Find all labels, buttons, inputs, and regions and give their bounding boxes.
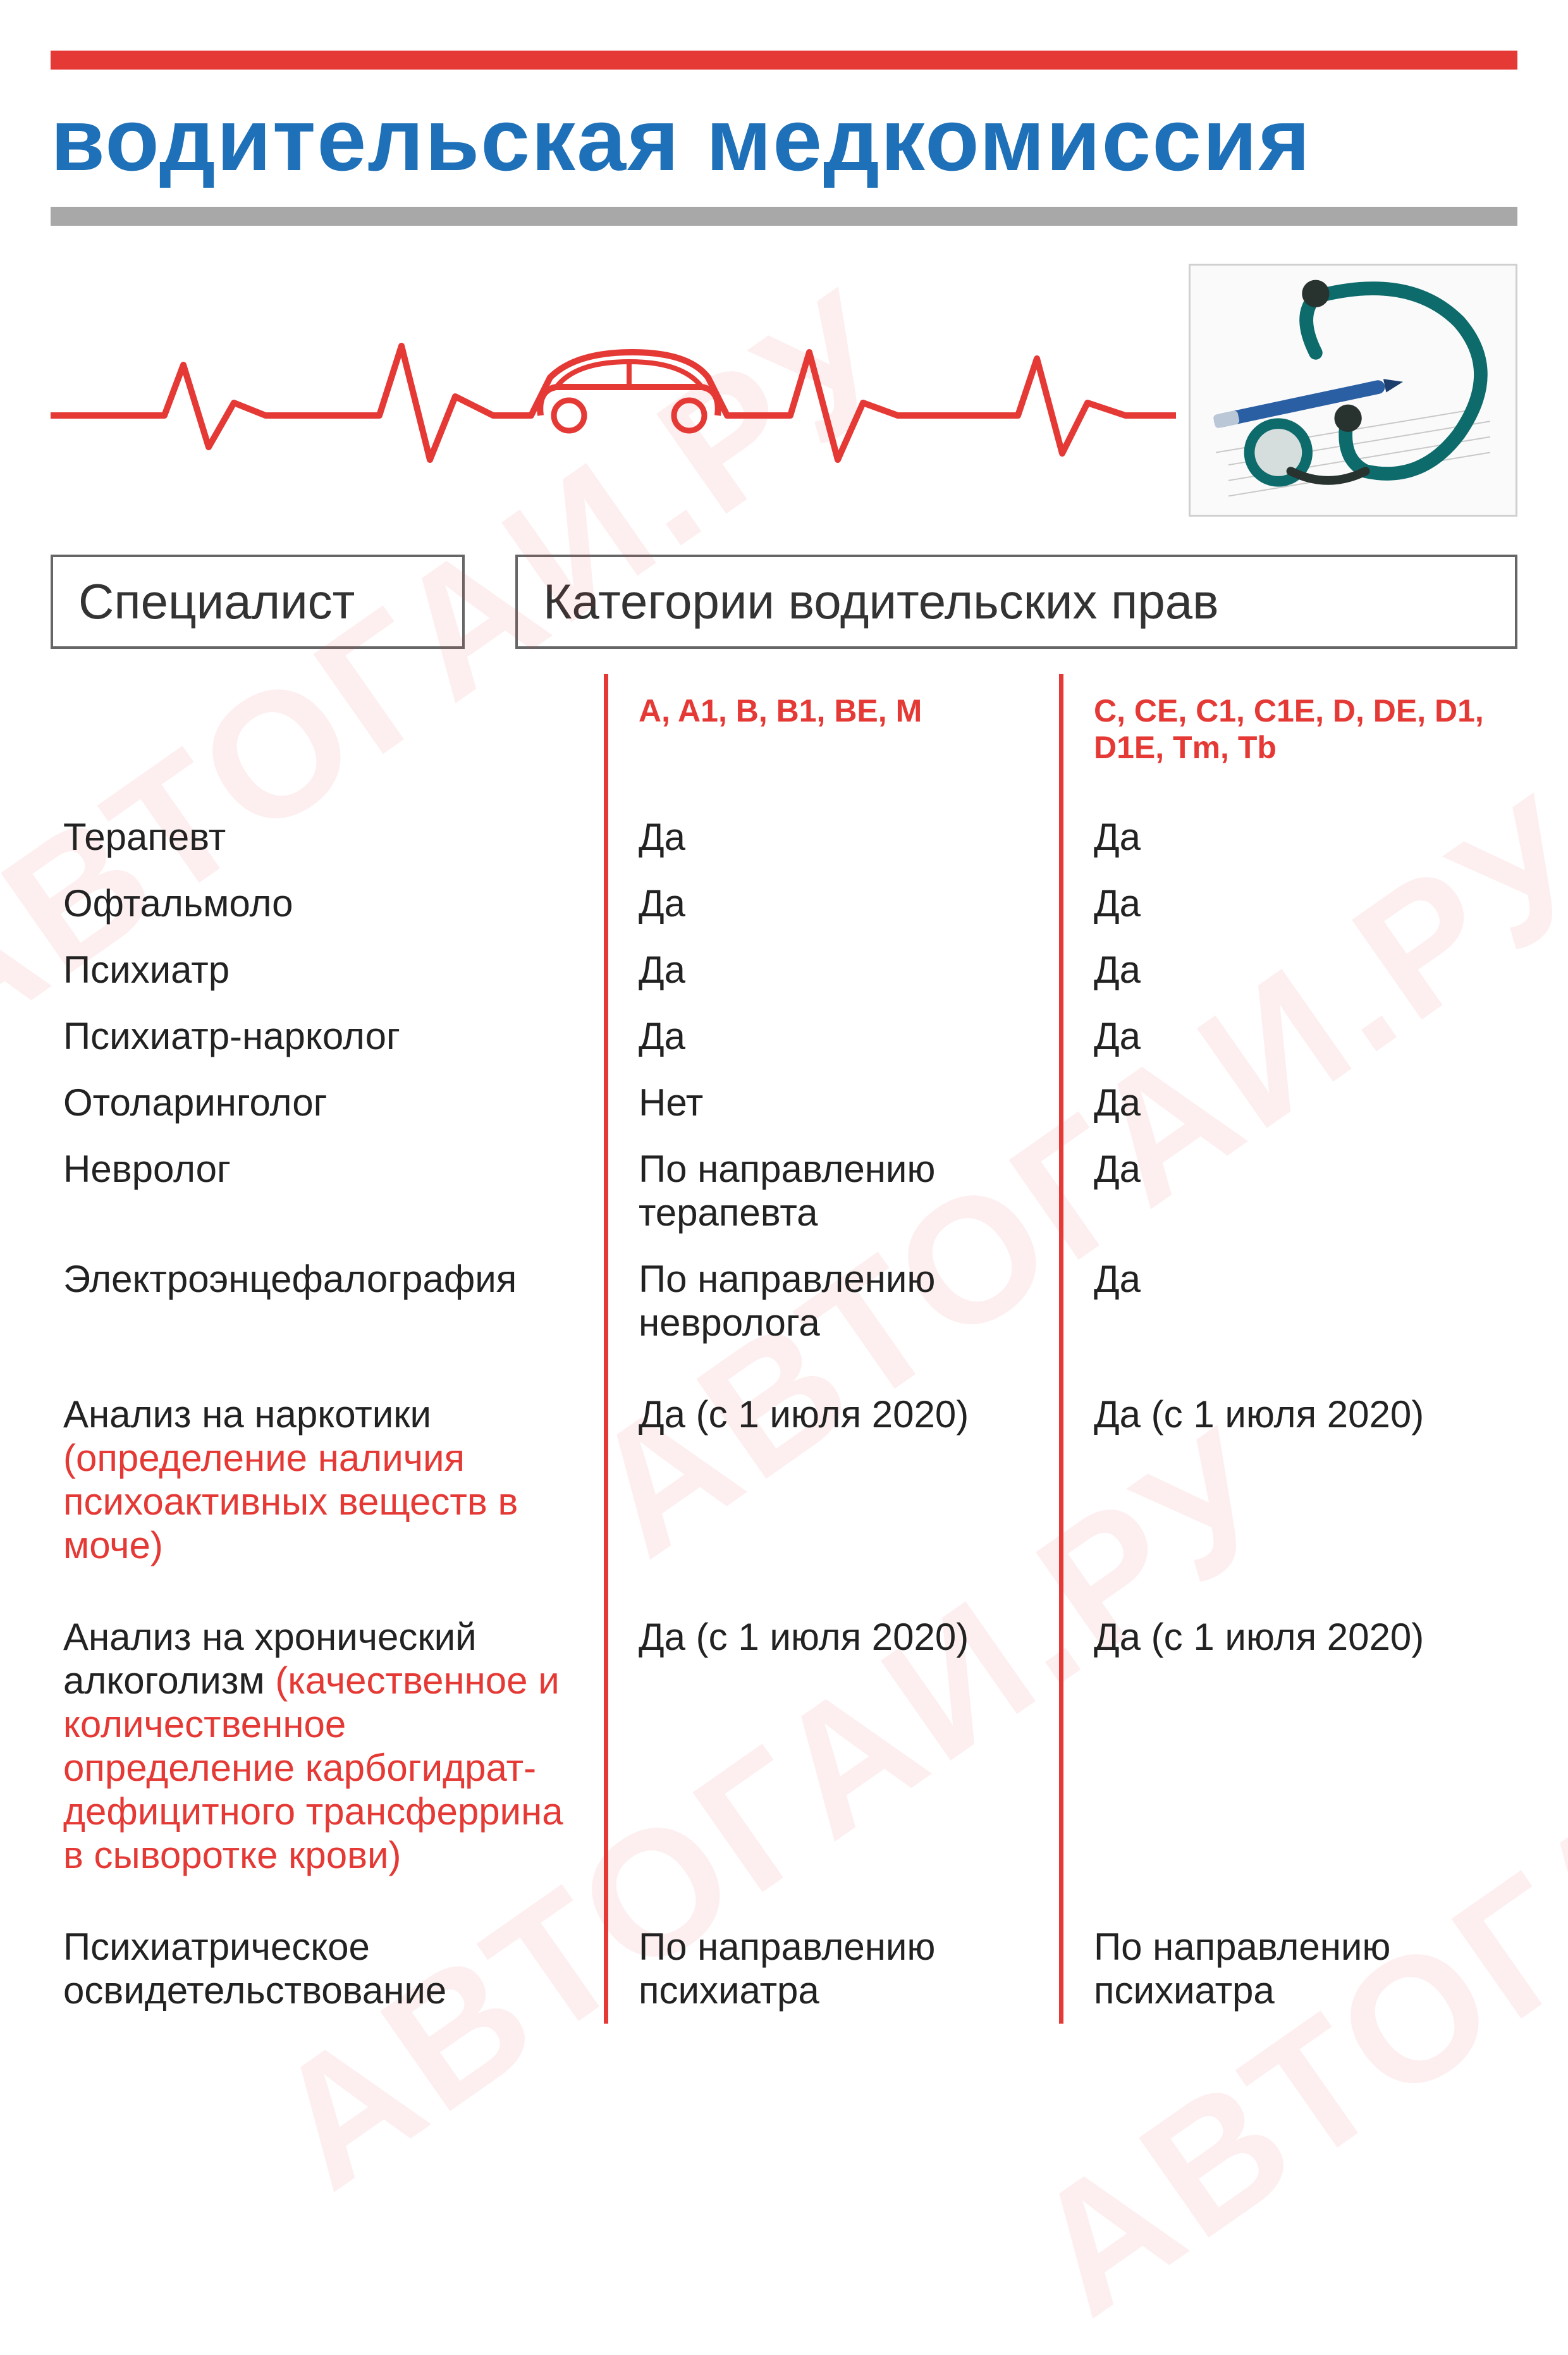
row-spacer (51, 1888, 607, 1914)
category-a-cell: Да (607, 937, 1062, 1003)
row-spacer (607, 1578, 1062, 1604)
row-spacer (1062, 1578, 1517, 1604)
heartbeat-car-icon (51, 289, 1176, 491)
vertical-divider-2 (1059, 674, 1063, 2024)
specialist-cell: Офтальмоло (51, 870, 607, 937)
category-a-cell: Да (607, 804, 1062, 870)
specialist-cell: Отоларинголог (51, 1069, 607, 1136)
specialist-name: Психиатр (63, 949, 230, 991)
category-a-header: A, A1, B, B1, BE, M (607, 693, 1062, 804)
category-c-cell: Да (1062, 1003, 1517, 1069)
vertical-divider-1 (604, 674, 608, 2024)
category-a-cell: Да (607, 870, 1062, 937)
category-c-cell: Да (1062, 937, 1517, 1003)
category-a-cell: Да (с 1 июля 2020) (607, 1604, 1062, 1888)
category-c-cell: Да (1062, 1136, 1517, 1246)
grey-divider (51, 207, 1517, 226)
page-title: водительская медкомиссия (51, 89, 1517, 191)
specialist-cell: Психиатр (51, 937, 607, 1003)
specialist-name: Электроэнцефалография (63, 1258, 517, 1300)
category-a-cell: По направлению психиатра (607, 1914, 1062, 2024)
specialist-name: Отоларинголог (63, 1081, 327, 1124)
row-spacer (607, 1888, 1062, 1914)
specialist-cell: Невролог (51, 1136, 607, 1246)
row-spacer (607, 1356, 1062, 1381)
illustration-row (51, 251, 1517, 517)
empty-header-cell (51, 693, 607, 804)
specialist-subtext: (определение наличия психоактивных вещес… (63, 1437, 518, 1566)
row-spacer (51, 1578, 607, 1604)
specialist-cell: Анализ на наркотики (определение наличия… (51, 1381, 607, 1578)
category-c-cell: Да (1062, 1246, 1517, 1356)
specialist-name: Офтальмоло (63, 882, 293, 925)
specialist-cell: Анализ на хронический алкоголизм (качест… (51, 1604, 607, 1888)
category-c-cell: Да (1062, 804, 1517, 870)
specialist-name: Психиатрическое освидетельствование (63, 1926, 446, 2012)
category-a-cell: По направлению невролога (607, 1246, 1062, 1356)
specialist-name: Психиатр-нарколог (63, 1015, 400, 1057)
row-spacer (1062, 1888, 1517, 1914)
category-c-header: C, CE, C1, C1E, D, DE, D1, D1E, Tm, Tb (1062, 693, 1517, 804)
header-specialist: Специалист (51, 555, 465, 649)
specialist-cell: Психиатр-нарколог (51, 1003, 607, 1069)
category-c-cell: Да (с 1 июля 2020) (1062, 1381, 1517, 1578)
row-spacer (1062, 1356, 1517, 1381)
category-a-cell: По направлению терапевта (607, 1136, 1062, 1246)
row-spacer (51, 1356, 607, 1381)
category-c-cell: По направлению психиатра (1062, 1914, 1517, 2024)
specialist-name: Анализ на наркотики (63, 1393, 431, 1436)
stethoscope-photo (1189, 264, 1517, 517)
header-categories: Категории водительских прав (515, 555, 1517, 649)
specialist-cell: Психиатрическое освидетельствование (51, 1914, 607, 2024)
specialist-cell: Терапевт (51, 804, 607, 870)
specialist-name: Терапевт (63, 816, 226, 858)
category-c-cell: Да (1062, 870, 1517, 937)
specialist-name: Невролог (63, 1148, 231, 1190)
specialists-table: A, A1, B, B1, BE, M C, CE, C1, C1E, D, D… (51, 693, 1517, 2024)
category-a-cell: Нет (607, 1069, 1062, 1136)
category-c-cell: Да (с 1 июля 2020) (1062, 1604, 1517, 1888)
top-red-bar (51, 51, 1517, 70)
category-a-cell: Да (607, 1003, 1062, 1069)
specialist-cell: Электроэнцефалография (51, 1246, 607, 1356)
category-c-cell: Да (1062, 1069, 1517, 1136)
category-a-cell: Да (с 1 июля 2020) (607, 1381, 1062, 1578)
